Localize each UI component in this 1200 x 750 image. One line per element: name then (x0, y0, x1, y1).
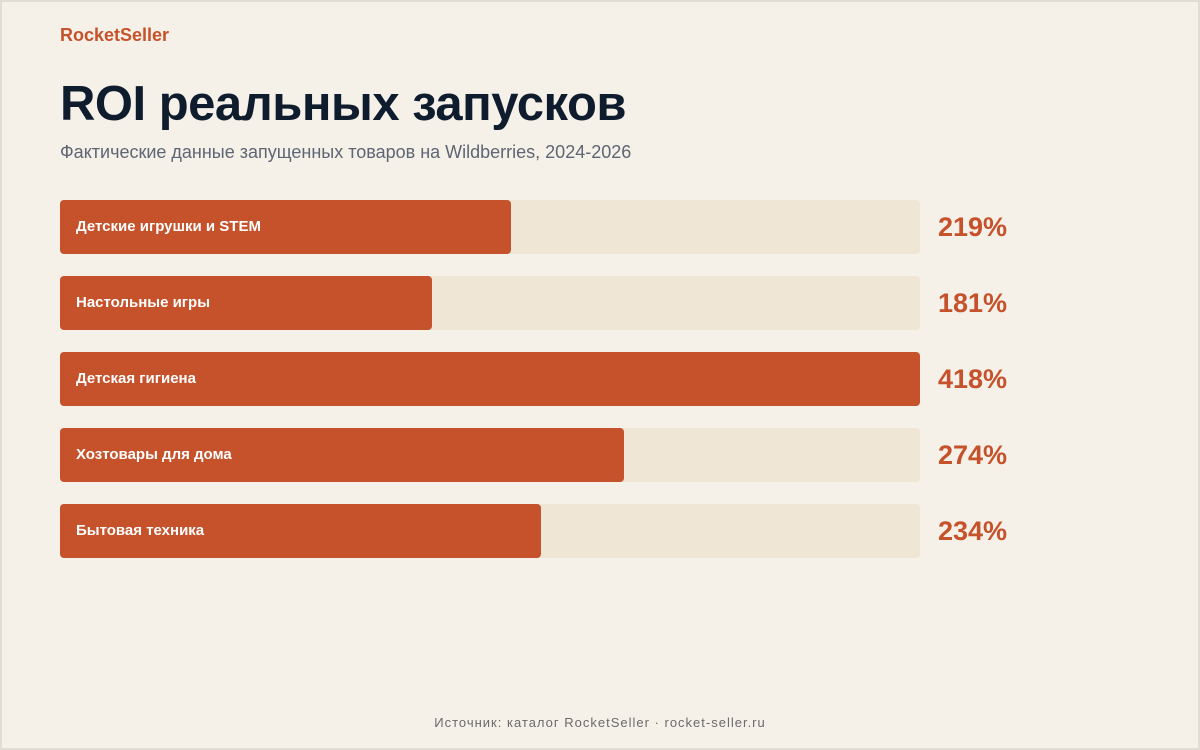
bar-row: Детская гигиена 418% (60, 352, 1060, 406)
bar-category-label: Хозтовары для дома (76, 446, 232, 463)
chart-title: ROI реальных запусков (60, 77, 627, 131)
bar-category-label: Детская гигиена (76, 370, 196, 387)
bar (60, 352, 920, 406)
bar-value-label: 219% (938, 212, 1008, 242)
bar-value-label: 418% (938, 364, 1008, 394)
bar-value-label: 274% (938, 440, 1008, 470)
source-footer: Источник: каталог RocketSeller · rocket-… (434, 715, 766, 730)
bar-track (60, 428, 920, 482)
bar (60, 428, 624, 482)
bar-row: Хозтовары для дома 274% (60, 428, 1060, 482)
bar-category-label: Детские игрушки и STEM (76, 218, 261, 235)
brand-logo-text: RocketSeller (60, 25, 170, 45)
bar-row: Настольные игры 181% (60, 276, 1060, 330)
bar-row: Бытовая техника 234% (60, 504, 1060, 558)
bar-category-label: Настольные игры (76, 294, 211, 311)
bar-value-label: 234% (938, 516, 1008, 546)
bar (60, 276, 432, 330)
bar-row: Детские игрушки и STEM 219% (60, 200, 1060, 254)
bar-value-label: 181% (938, 288, 1008, 318)
bar-track (60, 504, 920, 558)
bar (60, 200, 511, 254)
bar-track (60, 276, 920, 330)
bar-track (60, 200, 920, 254)
bar-track (60, 352, 920, 406)
chart-subtitle: Фактические данные запущенных товаров на… (60, 142, 632, 162)
bar-category-label: Бытовая техника (76, 522, 205, 539)
bar (60, 504, 541, 558)
